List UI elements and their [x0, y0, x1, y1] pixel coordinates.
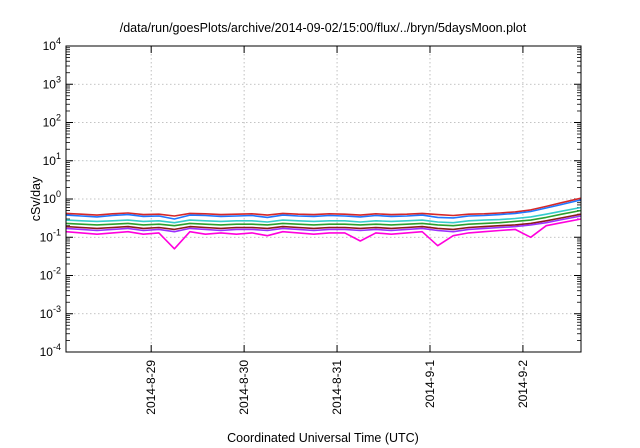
series-line-4: [65, 209, 582, 227]
y-axis-label: cSv/day: [29, 176, 43, 221]
y-tick-label: 10-1: [40, 227, 61, 244]
y-axis: 10-4 10-3 10-2 10-1 100 101 102 103 104: [40, 36, 581, 359]
y-tick-label: 103: [43, 74, 61, 91]
x-tick-label: 2014-8-31: [330, 360, 344, 415]
y-tick-label: 10-3: [40, 304, 61, 321]
grid: [66, 46, 581, 352]
series-line-1: [65, 197, 582, 217]
series-line-7: [65, 218, 582, 250]
x-tick-label: 2014-9-1: [423, 360, 437, 408]
x-tick-label: 2014-9-2: [516, 360, 530, 408]
x-tick-label: 2014-8-29: [144, 360, 158, 415]
series-line-2: [65, 199, 582, 220]
series-line-5: [65, 213, 582, 231]
x-axis: 2014-8-29 2014-8-30 2014-8-31 2014-9-1 2014-…: [144, 46, 530, 415]
series-group: [65, 197, 582, 250]
chart-title: /data/run/goesPlots/archive/2014-09-02/1…: [120, 21, 527, 35]
plot-frame: [65, 45, 582, 353]
y-tick-label: 102: [43, 113, 61, 130]
y-tick-label: 10-4: [40, 342, 61, 359]
series-line-3: [65, 206, 582, 224]
y-tick-label: 104: [43, 36, 61, 53]
y-tick-label: 100: [43, 189, 61, 206]
y-tick-label: 101: [43, 151, 61, 168]
y-tick-label: 10-2: [40, 266, 61, 283]
x-axis-label: Coordinated Universal Time (UTC): [227, 431, 419, 445]
series-line-6: [65, 215, 582, 233]
x-tick-label: 2014-8-30: [237, 360, 251, 415]
